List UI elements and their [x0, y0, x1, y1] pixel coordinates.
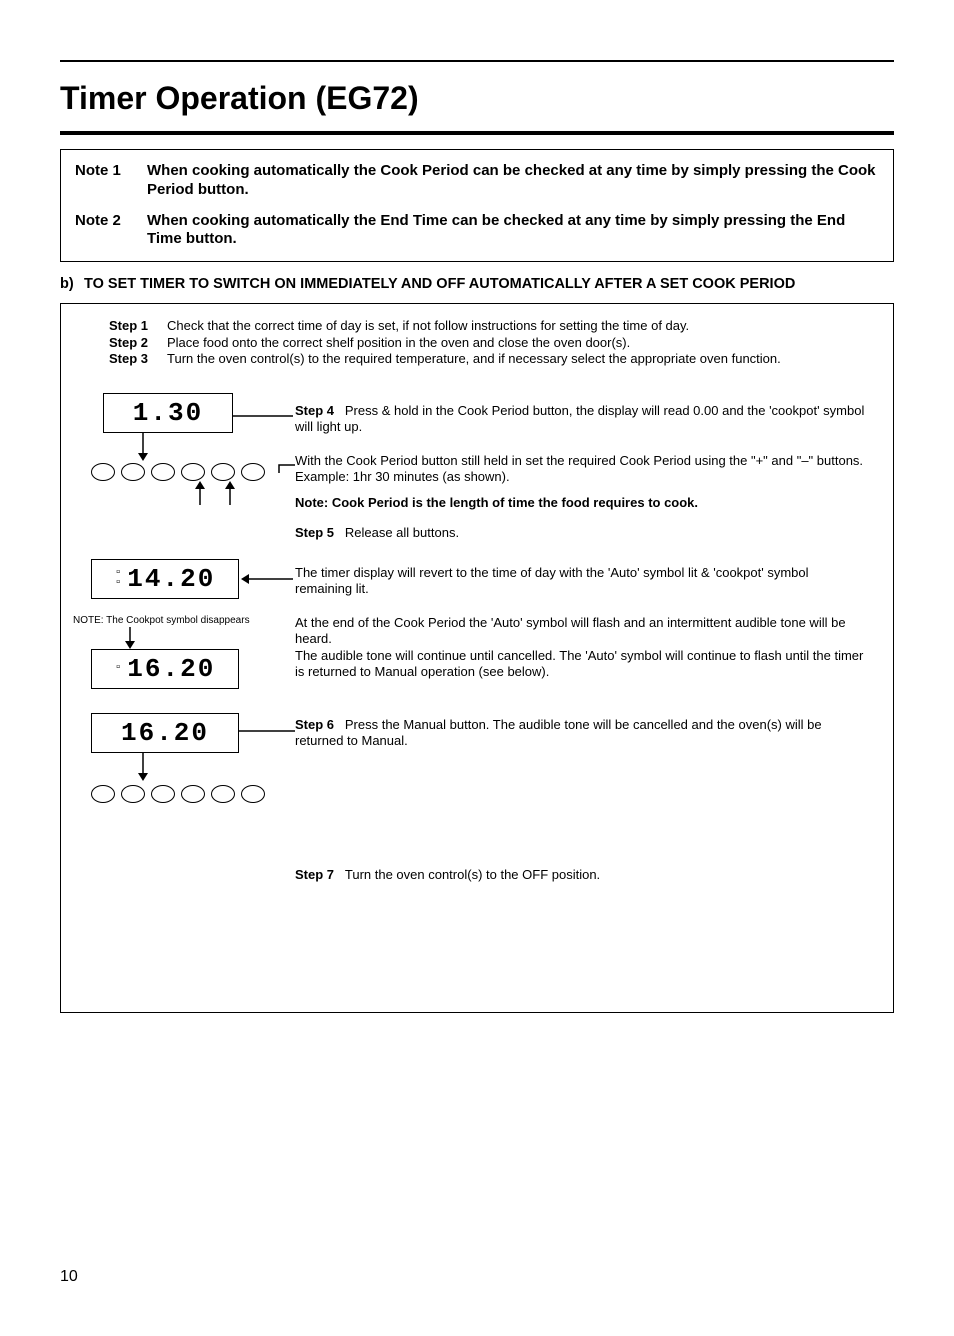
top-rule	[60, 60, 894, 62]
connector-lcd4-step6-icon	[239, 725, 295, 737]
lcd-display-1: 1.30	[103, 393, 233, 433]
step-2-label: Step 2	[109, 335, 167, 351]
step-4-block: Step 4 Press & hold in the Cook Period b…	[295, 403, 865, 436]
note-1-label: Note 1	[75, 162, 147, 200]
step-5-sub: The timer display will revert to the tim…	[295, 565, 865, 598]
timer-button-b4[interactable]	[181, 785, 205, 803]
diagram-area: 1.30	[73, 393, 881, 953]
step-6-block: Step 6 Press the Manual button. The audi…	[295, 717, 865, 750]
step-3-text: Turn the oven control(s) to the required…	[167, 351, 881, 367]
lcd-display-2: ▫▫ 14.20	[91, 559, 239, 599]
step-5-label: Step 5	[295, 525, 334, 540]
intro-step-2: Step 2 Place food onto the correct shelf…	[109, 335, 881, 351]
cookpot-disappears-note: NOTE: The Cookpot symbol disappears	[73, 615, 283, 626]
timer-button-b1[interactable]	[91, 785, 115, 803]
connector-buttons-text-icon	[271, 455, 295, 475]
notes-box: Note 1 When cooking automatically the Co…	[60, 149, 894, 262]
arrow-left-lcd2-icon	[241, 573, 293, 585]
page-title: Timer Operation (EG72)	[60, 80, 894, 117]
arrow-lcd4-down-icon	[133, 753, 153, 783]
step-4-body: Press & hold in the Cook Period button, …	[295, 403, 864, 434]
step-7-label: Step 7	[295, 867, 334, 882]
note-row-1: Note 1 When cooking automatically the Co…	[75, 162, 879, 200]
step-5-body: Release all buttons.	[345, 525, 459, 540]
step-1-label: Step 1	[109, 318, 167, 334]
note-2-label: Note 2	[75, 212, 147, 250]
lcd-2-value: 14.20	[127, 564, 215, 594]
thick-rule	[60, 131, 894, 135]
timer-button-5[interactable]	[211, 463, 235, 481]
arrow-up-minus-icon	[223, 481, 237, 507]
step-3-label: Step 3	[109, 351, 167, 367]
note-1-text: When cooking automatically the Cook Peri…	[147, 162, 879, 200]
step-5-sep	[338, 525, 345, 540]
step-6-sep	[338, 717, 345, 732]
main-steps-box: Step 1 Check that the correct time of da…	[60, 303, 894, 1013]
arrow-down-lcd3-icon	[123, 627, 137, 649]
timer-button-4[interactable]	[181, 463, 205, 481]
section-letter: b)	[60, 276, 84, 293]
timer-button-6[interactable]	[241, 463, 265, 481]
step-1-text: Check that the correct time of day is se…	[167, 318, 881, 334]
step-4-text	[338, 403, 345, 418]
step-4-label: Step 4	[295, 403, 334, 418]
timer-button-b5[interactable]	[211, 785, 235, 803]
timer-button-2[interactable]	[121, 463, 145, 481]
note-row-2: Note 2 When cooking automatically the En…	[75, 212, 879, 250]
connector-lcd1-step4-icon	[233, 411, 293, 421]
lcd-3-value: 16.20	[127, 654, 215, 684]
arrow-lcd1-down-icon	[133, 433, 153, 463]
lcd-display-3: ▫ 16.20	[91, 649, 239, 689]
timer-button-b6[interactable]	[241, 785, 265, 803]
step-7-body: Turn the oven control(s) to the OFF posi…	[345, 867, 600, 882]
section-heading: b) TO SET TIMER TO SWITCH ON IMMEDIATELY…	[60, 276, 894, 293]
step-5-block: Step 5 Release all buttons.	[295, 525, 865, 541]
end-cook-paragraph: At the end of the Cook Period the 'Auto'…	[295, 615, 865, 680]
timer-button-1[interactable]	[91, 463, 115, 481]
step-4-sub: With the Cook Period button still held i…	[295, 453, 865, 486]
intro-steps: Step 1 Check that the correct time of da…	[109, 318, 881, 367]
intro-step-1: Step 1 Check that the correct time of da…	[109, 318, 881, 334]
lcd-4-value: 16.20	[121, 718, 209, 748]
cook-period-note: Note: Cook Period is the length of time …	[295, 495, 865, 511]
step-2-text: Place food onto the correct shelf positi…	[167, 335, 881, 351]
intro-step-3: Step 3 Turn the oven control(s) to the r…	[109, 351, 881, 367]
lcd-display-4: 16.20	[91, 713, 239, 753]
timer-button-3[interactable]	[151, 463, 175, 481]
step-6-label: Step 6	[295, 717, 334, 732]
section-heading-text: TO SET TIMER TO SWITCH ON IMMEDIATELY AN…	[84, 276, 894, 293]
step-7-block: Step 7 Turn the oven control(s) to the O…	[295, 867, 865, 883]
button-row-2	[91, 785, 265, 803]
lcd-1-value: 1.30	[133, 398, 203, 428]
step-6-body: Press the Manual button. The audible ton…	[295, 717, 822, 748]
auto-cookpot-symbol-icon: ▫▫	[115, 569, 124, 589]
button-row-1	[91, 463, 265, 481]
page-number: 10	[60, 1268, 78, 1286]
timer-button-b3[interactable]	[151, 785, 175, 803]
step-7-sep	[338, 867, 345, 882]
auto-symbol-icon: ▫	[115, 664, 124, 674]
note-2-text: When cooking automatically the End Time …	[147, 212, 879, 250]
arrow-up-plus-icon	[193, 481, 207, 507]
timer-button-b2[interactable]	[121, 785, 145, 803]
